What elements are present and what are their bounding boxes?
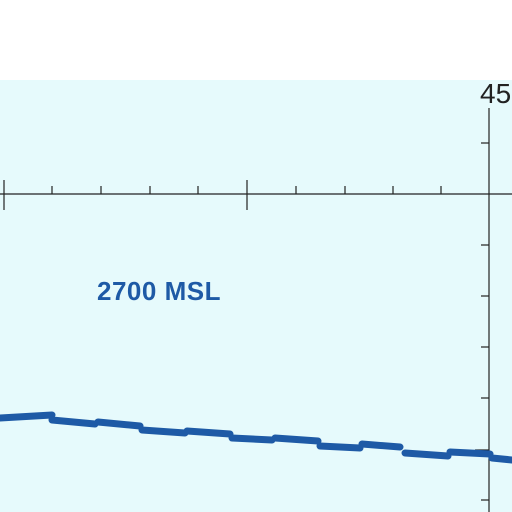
altitude-label: 2700 MSL xyxy=(97,276,221,306)
minor-ticks-vertical xyxy=(475,142,489,501)
airspace-boundary xyxy=(0,411,512,464)
coordinate-label: 45° xyxy=(480,78,512,109)
minor-ticks-horizontal xyxy=(51,186,442,194)
